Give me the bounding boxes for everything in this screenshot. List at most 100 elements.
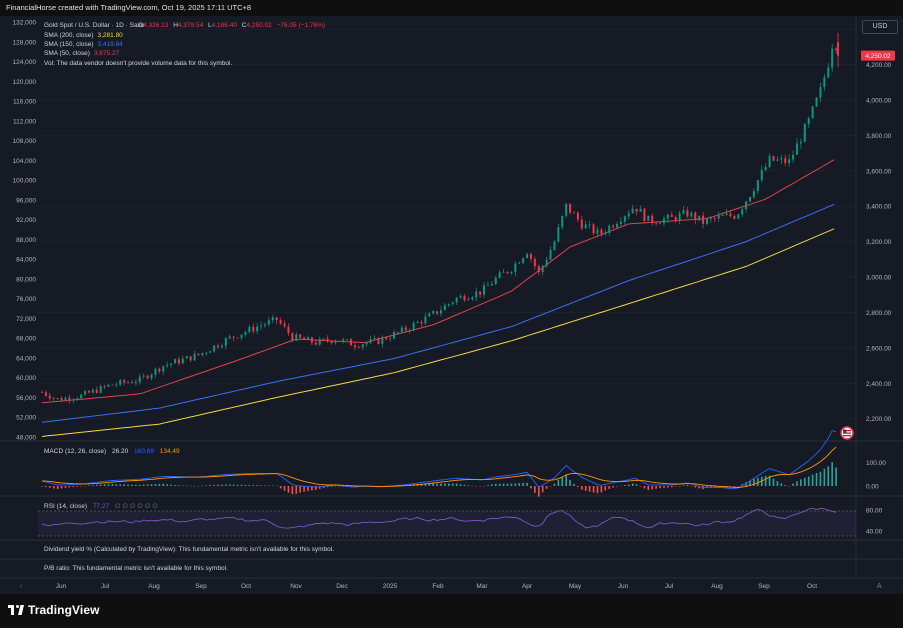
candle-body	[678, 213, 681, 221]
candle-body	[647, 215, 650, 221]
time-axis[interactable]: Jun Jul Aug Sep Oct Nov Dec 2025 Feb Mar Apr May Jun…	[56, 583, 817, 590]
candle-body	[584, 224, 587, 229]
candle-body	[115, 384, 118, 386]
candle-body	[651, 215, 654, 223]
macd-histogram-bar	[80, 486, 82, 487]
macd-histogram-bar	[494, 483, 497, 486]
us-flag-icon[interactable]	[840, 426, 854, 440]
candle-body	[792, 154, 795, 160]
candle-body	[502, 271, 505, 273]
candlestick-series	[41, 32, 840, 404]
candle-body	[483, 285, 486, 295]
candle-body	[338, 340, 341, 342]
rsi-band	[38, 511, 856, 536]
macd-histogram-bar	[178, 485, 180, 486]
macd-histogram-bar	[330, 486, 333, 487]
svg-text:MACD (12, 26, close) 26.: MACD (12, 26, close) 26.20 160.69 134.49	[44, 448, 180, 455]
currency-selector[interactable]: USD	[862, 20, 898, 34]
macd-histogram-bar	[749, 480, 751, 486]
candle-body	[162, 366, 165, 372]
time-tick-label: Sep	[758, 583, 770, 590]
right-tick-label: 4,000.00	[866, 97, 892, 104]
macd-histogram-bar	[639, 486, 642, 487]
macd-histogram-bar	[68, 486, 71, 488]
candle-body	[303, 337, 306, 340]
left-tick-label: 128,000	[13, 39, 37, 46]
macd-histogram-bar	[784, 485, 787, 486]
candle-body	[350, 339, 353, 346]
candle-body	[436, 311, 439, 314]
macd-histogram-bar	[686, 485, 689, 486]
candle-body	[307, 337, 309, 340]
candle-body	[428, 313, 431, 317]
candle-body	[835, 48, 838, 51]
scroll-right-icon[interactable]: A	[877, 583, 882, 590]
macd-histogram-bar	[690, 486, 693, 487]
candle-body	[76, 398, 79, 400]
macd-histogram-bar	[510, 483, 513, 486]
candle-body	[815, 97, 818, 107]
candle-body	[95, 389, 98, 393]
macd-histogram-bar	[162, 483, 165, 486]
macd-histogram-bar	[103, 484, 106, 486]
candle-body	[569, 203, 572, 213]
candle-body	[721, 215, 724, 216]
time-tick-label: Jul	[665, 583, 674, 590]
time-tick-label: Mar	[476, 583, 488, 590]
right-tick-label: 4,200.00	[866, 62, 892, 69]
left-tick-label: 84,000	[16, 257, 36, 264]
macd-histogram-bar	[573, 483, 575, 486]
macd-histogram-bar	[698, 486, 700, 489]
macd-histogram-bar	[260, 485, 262, 486]
macd-histogram-bar	[131, 484, 133, 486]
macd-pane	[41, 430, 837, 497]
macd-histogram-bar	[213, 484, 215, 486]
macd-histogram-bar	[565, 474, 567, 486]
candle-body	[224, 338, 227, 346]
tradingview-logo[interactable]: TradingView	[8, 603, 100, 617]
macd-histogram-bar	[322, 486, 325, 488]
time-tick-label: Dec	[336, 583, 348, 590]
macd-histogram-bar	[127, 484, 129, 486]
macd-histogram-bar	[315, 486, 317, 490]
candle-body	[236, 337, 239, 339]
macd-histogram-bar	[303, 486, 305, 492]
candle-body	[682, 210, 685, 214]
legend-sma50: SMA (50, close) 3,675.27	[44, 50, 120, 57]
macd-histogram-bar	[811, 474, 814, 486]
left-tick-label: 112,000	[13, 118, 36, 125]
candle-body	[455, 297, 458, 303]
created-by-text: FinancialHorse created with TradingView.…	[6, 3, 252, 12]
macd-histogram-bar	[92, 485, 94, 486]
macd-histogram-bar	[221, 484, 223, 486]
right-price-axis[interactable]: 4,400.004,200.004,000.003,800.003,600.00…	[866, 27, 892, 536]
candle-body	[616, 224, 619, 228]
macd-legend: MACD (12, 26, close) 26.20 160.69 134.49	[44, 448, 180, 455]
macd-histogram-bar	[76, 486, 79, 487]
macd-histogram-bar	[635, 484, 638, 486]
left-tick-label: 64,000	[16, 355, 36, 362]
candle-body	[717, 215, 720, 219]
candle-body	[557, 227, 560, 242]
tradingview-logo-text: TradingView	[28, 603, 100, 617]
scroll-left-icon[interactable]: ‹	[20, 583, 23, 590]
macd-histogram-bar	[334, 485, 337, 487]
candle-body	[373, 338, 376, 340]
candle-body	[623, 216, 626, 222]
macd-histogram-bar	[455, 483, 458, 486]
candle-body	[400, 327, 403, 332]
macd-histogram-bar	[807, 476, 810, 486]
macd-histogram-bar	[569, 479, 571, 486]
candle-body	[103, 386, 106, 387]
macd-histogram-bar	[88, 485, 90, 486]
candle-body	[84, 391, 87, 395]
candle-body	[768, 155, 771, 167]
candle-body	[353, 345, 356, 348]
legend: Gold Spot / U.S. Dollar · 1D · Saxo O4,3…	[44, 22, 325, 67]
time-tick-label: May	[569, 583, 582, 590]
candle-body	[580, 219, 583, 229]
macd-histogram-bar	[448, 483, 450, 486]
chart-frame[interactable]	[0, 16, 903, 594]
macd-histogram-bar	[483, 485, 485, 487]
